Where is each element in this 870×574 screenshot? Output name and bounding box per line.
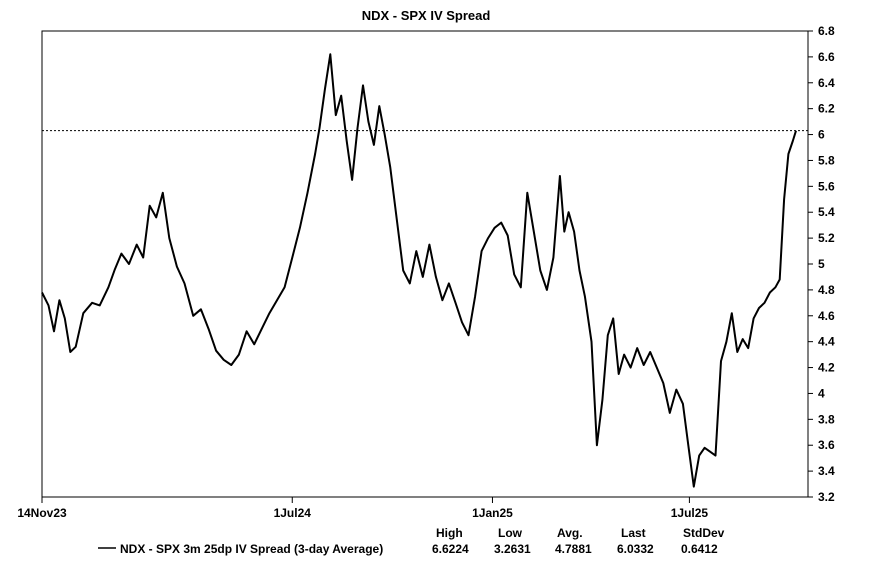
y-tick-label: 3.2 <box>818 490 835 504</box>
series-line <box>41 53 797 488</box>
y-tick-label: 5.2 <box>818 231 835 245</box>
y-tick-label: 4.6 <box>818 309 835 323</box>
legend-stat-high: 6.6224 <box>432 542 469 556</box>
x-tick-label: 14Nov23 <box>17 506 67 520</box>
x-axis: 14Nov23 1Jul24 1Jan25 1Jul25 <box>17 497 708 520</box>
series-group <box>41 53 797 488</box>
y-tick-label: 6 <box>818 128 825 142</box>
y-tick-label: 3.4 <box>818 464 835 478</box>
y-tick-label: 6.6 <box>818 50 835 64</box>
legend-header-stddev: StdDev <box>683 526 725 540</box>
legend-stat-low: 3.2631 <box>494 542 531 556</box>
legend-series-label: NDX - SPX 3m 25dp IV Spread (3-day Avera… <box>120 542 384 556</box>
y-tick-label: 4.4 <box>818 335 835 349</box>
x-tick-label: 1Jul24 <box>274 506 312 520</box>
y-tick-label: 6.8 <box>818 24 835 38</box>
y-tick-label: 4.8 <box>818 283 835 297</box>
x-tick-label: 1Jan25 <box>472 506 513 520</box>
y-tick-label: 4 <box>818 386 825 400</box>
chart-title: NDX - SPX IV Spread <box>362 8 491 23</box>
y-tick-label: 5.8 <box>818 153 835 167</box>
y-tick-label: 3.8 <box>818 412 835 426</box>
legend-line-swatch <box>98 547 116 549</box>
legend-stat-stddev: 0.6412 <box>681 542 718 556</box>
y-tick-label: 6.4 <box>818 76 835 90</box>
y-tick-label: 5.6 <box>818 179 835 193</box>
y-axis: 3.2 3.4 3.6 3.8 4 4.2 4.4 4.6 4.8 5 5.2 5.4 5.6 5.8 6 6… <box>808 24 835 504</box>
legend-header-low: Low <box>498 526 522 540</box>
legend-header-avg: Avg. <box>557 526 583 540</box>
y-tick-label: 6.2 <box>818 102 835 116</box>
y-tick-label: 5 <box>818 257 825 271</box>
legend-stat-avg: 4.7881 <box>555 542 592 556</box>
x-tick-label: 1Jul25 <box>671 506 709 520</box>
y-tick-label: 4.2 <box>818 361 835 375</box>
legend-header-last: Last <box>621 526 646 540</box>
legend-stat-last: 6.0332 <box>617 542 654 556</box>
y-tick-label: 5.4 <box>818 205 835 219</box>
legend-header-high: High <box>436 526 463 540</box>
y-tick-label: 3.6 <box>818 438 835 452</box>
